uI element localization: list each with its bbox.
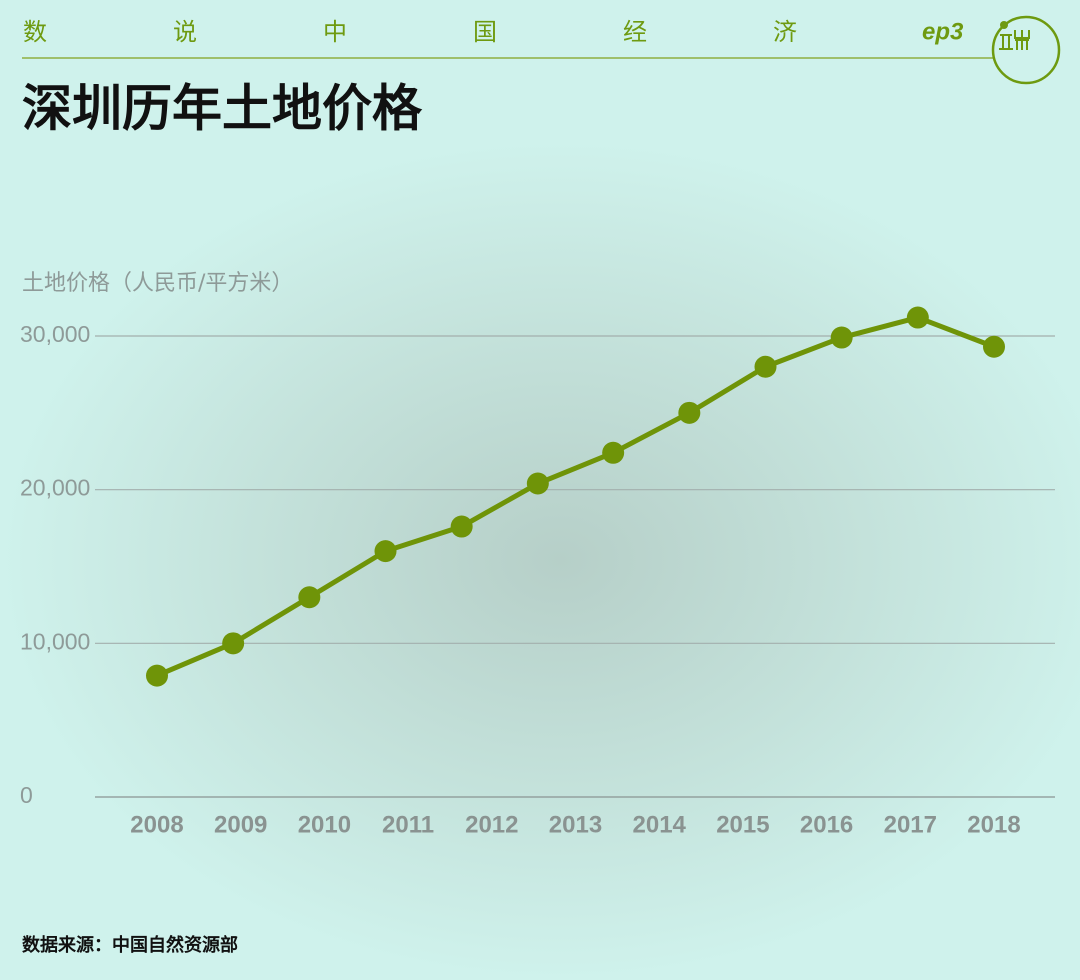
- logo: [991, 15, 1061, 85]
- chart-title: 深圳历年土地价格: [22, 80, 423, 138]
- point: [146, 664, 168, 687]
- point: [830, 326, 853, 349]
- point: [374, 540, 397, 563]
- y-tick-label: 20,000: [20, 475, 90, 501]
- y-tick-label: 10,000: [20, 628, 90, 654]
- point: [526, 472, 549, 495]
- episode: ep3: [922, 18, 964, 45]
- line: [156, 315, 995, 678]
- point: [602, 441, 625, 464]
- logo-mark: [999, 30, 1030, 50]
- y-axis-label: 土地价格（人民币/平方米）: [22, 271, 293, 296]
- x-tick-label: 2017: [884, 811, 937, 838]
- point: [450, 515, 473, 538]
- point: [222, 632, 245, 655]
- x-tick-label: 2009: [214, 811, 267, 838]
- header-char: 国: [473, 18, 497, 46]
- y-tick-label: 0: [20, 782, 33, 808]
- header-char: 济: [773, 18, 797, 46]
- point: [906, 306, 929, 329]
- source: 数据来源：中国自然资源部: [22, 934, 238, 956]
- logo-dot: [1000, 21, 1008, 29]
- point: [983, 335, 1005, 358]
- point: [298, 586, 321, 609]
- x-tick-label: 2014: [633, 811, 687, 838]
- x-tick-label: 2015: [716, 811, 769, 838]
- x-tick-label: 2010: [298, 811, 351, 838]
- x-tick-label: 2012: [465, 811, 518, 838]
- y-tick-label: 30,000: [20, 321, 90, 347]
- header-char: 数: [23, 18, 47, 46]
- x-tick-label: 2013: [549, 811, 602, 838]
- x-tick-label: 2018: [967, 811, 1020, 838]
- header-char: 中: [323, 18, 347, 46]
- header-char: 说: [173, 18, 197, 46]
- x-tick-label: 2011: [382, 811, 434, 838]
- x-tick-label: 2008: [130, 811, 183, 838]
- point: [754, 355, 777, 378]
- point: [678, 401, 701, 424]
- x-tick-label: 2016: [800, 811, 853, 838]
- header-char: 经: [623, 18, 647, 46]
